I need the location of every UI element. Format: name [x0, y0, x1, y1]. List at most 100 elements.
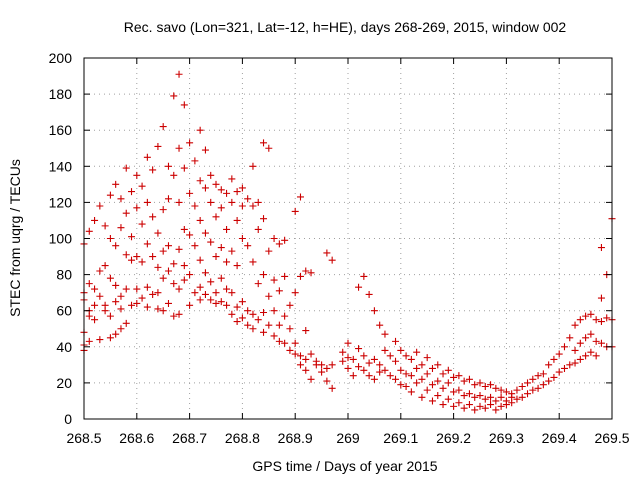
data-point — [550, 355, 558, 363]
data-point — [476, 392, 484, 400]
data-point — [423, 354, 431, 362]
data-point — [196, 177, 204, 185]
data-point — [101, 307, 109, 315]
data-point — [106, 274, 114, 282]
data-point — [233, 216, 241, 224]
data-point — [233, 303, 241, 311]
data-point — [492, 384, 500, 392]
data-point — [328, 384, 336, 392]
data-point — [122, 209, 130, 217]
data-point — [143, 240, 151, 248]
data-point — [265, 247, 273, 255]
y-tick-labels: 0 20 40 60 80 100 120 140 160 180 200 — [49, 50, 73, 427]
data-point — [286, 301, 294, 309]
data-point — [376, 368, 384, 376]
data-point — [207, 238, 215, 246]
data-point — [249, 325, 257, 333]
data-point — [217, 244, 225, 252]
data-point — [566, 361, 574, 369]
data-point — [201, 229, 209, 237]
data-point — [260, 271, 268, 279]
data-point — [582, 352, 590, 360]
data-point — [128, 256, 136, 264]
data-point — [576, 316, 584, 324]
data-point — [428, 381, 436, 389]
data-point — [434, 361, 442, 369]
data-point — [386, 352, 394, 360]
data-point — [392, 337, 400, 345]
data-point — [502, 401, 510, 409]
x-axis-label: GPS time / Days of year 2015 — [252, 458, 437, 474]
data-point — [471, 381, 479, 389]
data-point — [217, 186, 225, 194]
data-point — [91, 216, 99, 224]
data-point — [307, 269, 315, 277]
data-point — [212, 289, 220, 297]
y-tick-label: 160 — [49, 122, 73, 138]
data-point — [555, 368, 563, 376]
data-point — [323, 377, 331, 385]
data-point — [244, 307, 252, 315]
data-point — [450, 388, 458, 396]
data-point — [143, 198, 151, 206]
data-point — [122, 285, 130, 293]
data-point — [207, 296, 215, 304]
data-point — [355, 345, 363, 353]
data-point — [180, 276, 188, 284]
data-point — [164, 299, 172, 307]
data-point — [576, 339, 584, 347]
data-point — [170, 92, 178, 100]
data-point — [117, 224, 125, 232]
data-point — [260, 309, 268, 317]
data-point — [91, 285, 99, 293]
data-point — [228, 175, 236, 183]
data-point — [275, 240, 283, 248]
data-point — [175, 310, 183, 318]
data-point — [444, 366, 452, 374]
data-point — [302, 327, 310, 335]
data-point — [112, 281, 120, 289]
data-point — [397, 381, 405, 389]
data-point — [592, 337, 600, 345]
data-point — [365, 372, 373, 380]
data-point — [212, 213, 220, 221]
data-point — [597, 244, 605, 252]
data-point — [201, 290, 209, 298]
data-point — [201, 184, 209, 192]
data-point — [233, 318, 241, 326]
data-point — [138, 294, 146, 302]
data-point — [186, 301, 194, 309]
data-point — [539, 381, 547, 389]
data-point — [571, 359, 579, 367]
data-point — [582, 312, 590, 320]
data-point — [138, 182, 146, 190]
data-point — [85, 312, 93, 320]
data-point — [117, 325, 125, 333]
data-point — [323, 364, 331, 372]
data-point — [481, 383, 489, 391]
y-tick-label: 120 — [49, 194, 73, 210]
data-point — [175, 198, 183, 206]
data-point — [170, 171, 178, 179]
data-point — [392, 357, 400, 365]
data-point — [550, 373, 558, 381]
data-point — [587, 348, 595, 356]
data-point — [566, 334, 574, 342]
data-point — [154, 289, 162, 297]
data-point — [603, 314, 611, 322]
data-point — [355, 283, 363, 291]
data-point — [450, 402, 458, 410]
data-point — [518, 383, 526, 391]
data-point — [560, 364, 568, 372]
data-point — [518, 393, 526, 401]
data-point — [302, 355, 310, 363]
data-point — [296, 361, 304, 369]
data-point — [392, 375, 400, 383]
data-point — [170, 312, 178, 320]
data-point — [133, 285, 141, 293]
data-point — [471, 393, 479, 401]
data-point — [117, 195, 125, 203]
data-point — [106, 334, 114, 342]
data-point — [196, 296, 204, 304]
data-point — [265, 144, 273, 152]
